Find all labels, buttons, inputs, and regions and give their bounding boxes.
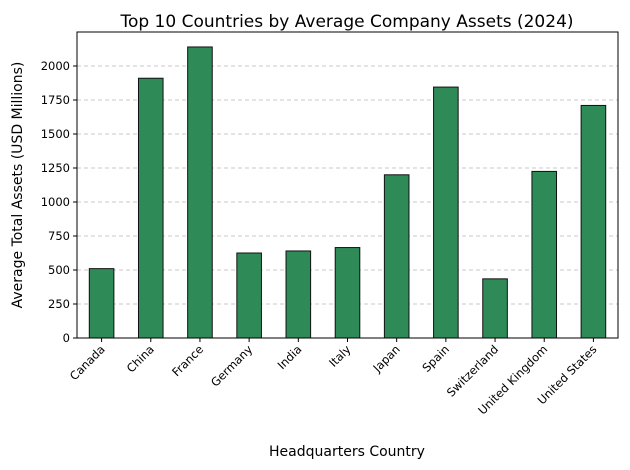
bar	[285, 250, 312, 339]
bar	[531, 170, 558, 339]
y-axis-ticks: 0 250 500 750 1000 1250 1500 1750 2000	[41, 59, 77, 345]
bar	[482, 278, 508, 339]
y-tick-label: 1250	[41, 161, 70, 175]
bar	[187, 46, 213, 339]
x-tick-label: Japan	[370, 342, 403, 375]
bar	[137, 77, 164, 339]
bars	[88, 46, 607, 339]
x-tick-label: India	[275, 342, 305, 372]
bar	[433, 86, 459, 339]
y-tick-label: 250	[48, 297, 70, 311]
bar	[88, 268, 115, 339]
bar	[334, 247, 361, 339]
bar	[580, 104, 607, 339]
chart-title: Top 10 Countries by Average Company Asse…	[119, 12, 573, 32]
x-tick-label: China	[124, 342, 157, 375]
y-tick-label: 500	[48, 263, 70, 277]
y-tick-label: 2000	[41, 59, 70, 73]
x-tick-label: France	[169, 342, 206, 379]
x-tick-label: Italy	[326, 342, 354, 370]
y-tick-label: 1750	[41, 93, 70, 107]
x-axis-ticks: Canada China France Germany India Italy Japan S…	[67, 338, 600, 417]
bar	[236, 252, 262, 339]
y-tick-label: 0	[63, 331, 70, 345]
x-tick-label: Germany	[208, 342, 255, 389]
y-tick-label: 1500	[41, 127, 70, 141]
x-tick-label: Spain	[419, 342, 452, 375]
y-tick-label: 750	[48, 229, 70, 243]
y-axis-label: Average Total Assets (USD Millions)	[10, 62, 26, 309]
x-tick-label: Canada	[67, 342, 108, 383]
y-tick-label: 1000	[41, 195, 70, 209]
x-axis-label: Headquarters Country	[269, 444, 425, 460]
bar	[383, 174, 410, 339]
